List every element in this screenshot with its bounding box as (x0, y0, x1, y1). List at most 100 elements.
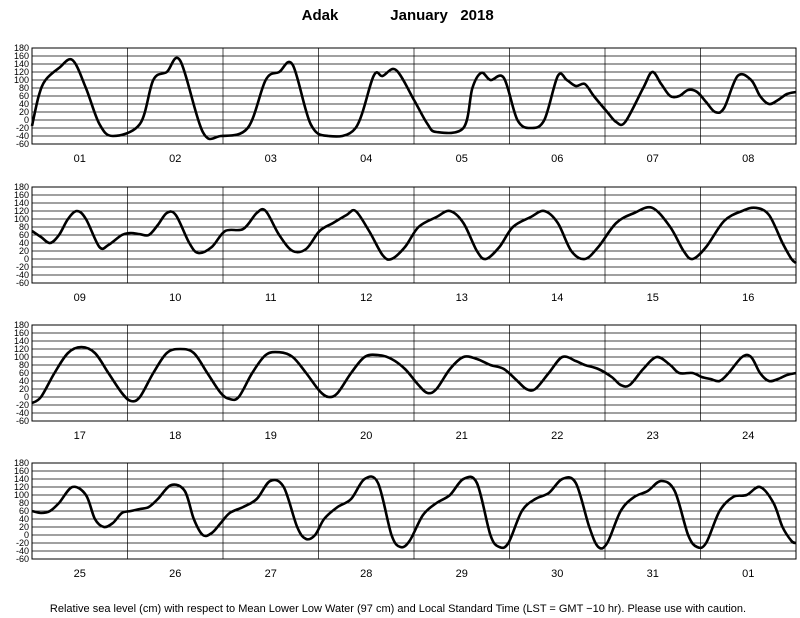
y-tick-label: 140 (14, 59, 29, 69)
day-label: 10 (169, 292, 181, 304)
y-tick-label: 140 (14, 198, 29, 208)
y-tick-label: 20 (19, 246, 29, 256)
day-label: 23 (647, 430, 659, 442)
day-label: 11 (265, 292, 276, 304)
y-tick-label: 60 (19, 506, 29, 516)
y-tick-label: 180 (14, 458, 29, 468)
day-label: 13 (456, 292, 468, 304)
day-label: 08 (742, 153, 754, 165)
y-tick-label: 60 (19, 230, 29, 240)
y-tick-label: 80 (19, 222, 29, 232)
y-tick-label: -60 (16, 278, 29, 288)
y-tick-label: 180 (14, 182, 29, 192)
y-tick-label: 0 (24, 254, 29, 264)
day-label: 15 (647, 292, 659, 304)
y-tick-label: 100 (14, 75, 29, 85)
y-tick-label: 180 (14, 320, 29, 330)
day-label: 05 (456, 153, 468, 165)
y-tick-label: -40 (16, 408, 29, 418)
day-label: 01 (742, 568, 754, 580)
y-tick-label: -60 (16, 416, 29, 426)
y-tick-label: 80 (19, 498, 29, 508)
day-label: 17 (74, 430, 86, 442)
day-label: 14 (551, 292, 563, 304)
day-label: 04 (360, 153, 372, 165)
panel-frame (31, 47, 797, 145)
y-tick-label: 160 (14, 466, 29, 476)
y-tick-label: 120 (14, 344, 29, 354)
panel-frame (31, 186, 797, 284)
y-tick-label: -20 (16, 262, 29, 272)
y-tick-label: 100 (14, 352, 29, 362)
footer-note: Relative sea level (cm) with respect to … (50, 603, 746, 615)
panel-frame (31, 462, 797, 560)
y-tick-label: 160 (14, 190, 29, 200)
month-year-title: January 2018 (390, 7, 493, 24)
y-tick-label: 140 (14, 336, 29, 346)
y-tick-label: 20 (19, 107, 29, 117)
y-tick-label: 140 (14, 474, 29, 484)
y-tick-label: 60 (19, 368, 29, 378)
y-tick-label: -60 (16, 139, 29, 149)
day-label: 16 (742, 292, 754, 304)
y-tick-label: 180 (14, 43, 29, 53)
station-title: Adak (302, 7, 339, 24)
tide-curve (31, 475, 797, 550)
y-tick-label: 0 (24, 392, 29, 402)
y-tick-label: 100 (14, 490, 29, 500)
tide-curve (31, 345, 797, 405)
y-tick-label: 120 (14, 67, 29, 77)
y-tick-label: 120 (14, 482, 29, 492)
y-tick-label: -60 (16, 554, 29, 564)
y-tick-label: 20 (19, 384, 29, 394)
day-label: 09 (74, 292, 86, 304)
day-label: 12 (360, 292, 372, 304)
day-label: 02 (169, 153, 181, 165)
y-tick-label: 60 (19, 91, 29, 101)
y-tick-label: 40 (19, 99, 29, 109)
day-label: 27 (265, 568, 277, 580)
y-tick-label: 0 (24, 115, 29, 125)
day-label: 21 (456, 430, 468, 442)
y-tick-label: -20 (16, 400, 29, 410)
day-label: 29 (456, 568, 468, 580)
y-tick-label: -40 (16, 270, 29, 280)
day-label: 20 (360, 430, 372, 442)
y-tick-label: 80 (19, 360, 29, 370)
day-label: 30 (551, 568, 563, 580)
y-tick-label: 100 (14, 214, 29, 224)
y-tick-label: 160 (14, 328, 29, 338)
tide-curve (30, 56, 797, 141)
y-tick-label: -20 (16, 538, 29, 548)
day-label: 24 (742, 430, 754, 442)
day-label: 22 (551, 430, 563, 442)
day-label: 25 (74, 568, 86, 580)
day-label: 07 (647, 153, 659, 165)
y-tick-label: 40 (19, 376, 29, 386)
day-label: 31 (647, 568, 659, 580)
day-label: 03 (265, 153, 277, 165)
y-tick-label: -40 (16, 546, 29, 556)
y-tick-label: -20 (16, 123, 29, 133)
day-label: 18 (169, 430, 181, 442)
day-label: 26 (169, 568, 181, 580)
day-label: 19 (265, 430, 277, 442)
y-tick-label: 40 (19, 238, 29, 248)
y-tick-label: -40 (16, 131, 29, 141)
y-tick-label: 20 (19, 522, 29, 532)
y-tick-label: 40 (19, 514, 29, 524)
day-label: 01 (74, 153, 86, 165)
y-tick-label: 0 (24, 530, 29, 540)
y-tick-label: 160 (14, 51, 29, 61)
day-label: 28 (360, 568, 372, 580)
y-tick-label: 80 (19, 83, 29, 93)
tide-curve (31, 205, 797, 265)
y-tick-label: 120 (14, 206, 29, 216)
day-label: 06 (551, 153, 563, 165)
